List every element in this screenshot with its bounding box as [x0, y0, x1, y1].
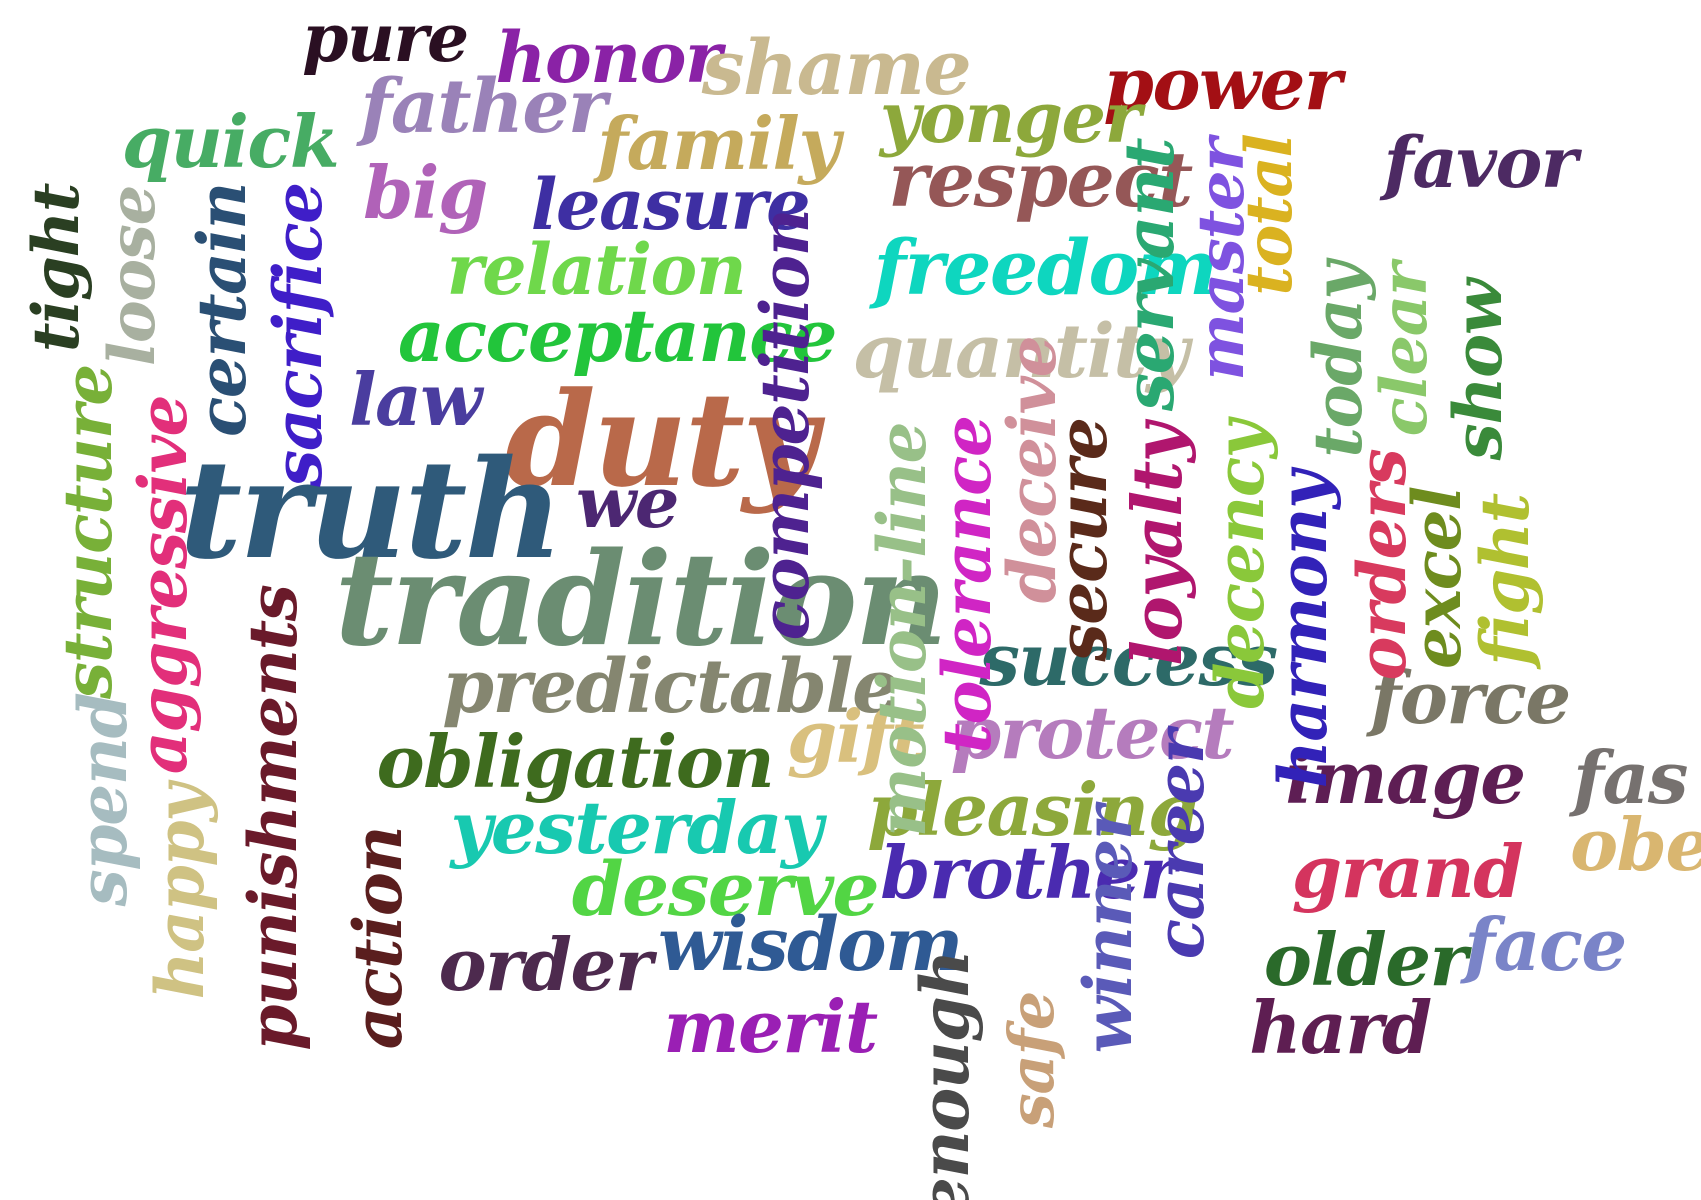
- word-father: father: [360, 64, 607, 150]
- word-structure: structure: [49, 365, 127, 699]
- word-fight: fight: [1466, 494, 1544, 666]
- word-merit: merit: [663, 984, 878, 1069]
- word-relation: relation: [446, 228, 747, 311]
- word-spend: spend: [64, 693, 142, 907]
- word-force: force: [1370, 655, 1571, 740]
- word-law: law: [349, 357, 482, 442]
- word-sacrifice: sacrifice: [259, 183, 337, 487]
- word-image: image: [1285, 735, 1526, 820]
- word-grand: grand: [1291, 829, 1524, 914]
- word-gift: gift: [786, 694, 925, 779]
- word-respect: respect: [888, 135, 1193, 224]
- word-freedom: freedom: [873, 223, 1218, 312]
- word-tradition: tradition: [334, 525, 948, 675]
- word-punishments: punishments: [234, 585, 312, 1051]
- word-success: success: [979, 617, 1278, 702]
- word-obligation: obligation: [376, 719, 775, 804]
- word-obe: obe: [1570, 802, 1701, 887]
- word-order: order: [438, 922, 653, 1007]
- word-face: face: [1464, 902, 1627, 987]
- word-hard: hard: [1249, 985, 1432, 1070]
- word-duty: duty: [504, 363, 818, 516]
- word-brother: brother: [880, 830, 1177, 915]
- word-loose: loose: [95, 185, 170, 367]
- word-pleasing: pleasing: [867, 767, 1198, 852]
- word-servant: servant: [1110, 138, 1190, 412]
- word-harmony: harmony: [1264, 471, 1342, 789]
- word-safe: safe: [995, 991, 1068, 1129]
- word-tight: tight: [19, 183, 94, 353]
- word-total: total: [1232, 134, 1307, 296]
- word-competition: competition: [746, 209, 824, 641]
- word-happy: happy: [141, 784, 219, 1000]
- word-quantity: quantity: [852, 309, 1189, 395]
- word-protect: protect: [950, 690, 1235, 775]
- word-show: show: [1439, 279, 1517, 461]
- word-honor: honor: [495, 16, 721, 99]
- word-enough: enough: [906, 950, 984, 1200]
- word-truth: truth: [179, 430, 563, 590]
- word-career: career: [1141, 730, 1219, 960]
- word-wisdom: wisdom: [658, 902, 963, 988]
- word-deserve: deserve: [571, 847, 880, 933]
- word-action: action: [339, 826, 417, 1050]
- word-excel: excel: [1398, 487, 1476, 669]
- word-predictable: predictable: [442, 644, 899, 730]
- word-clear: clear: [1367, 263, 1442, 437]
- word-tolerance: tolerance: [928, 416, 1006, 754]
- word-older: older: [1263, 917, 1468, 1002]
- word-favor: favor: [1383, 121, 1578, 204]
- word-power: power: [1103, 41, 1342, 126]
- word-yonger: yonger: [879, 76, 1142, 159]
- word-yesterday: yesterday: [450, 785, 823, 870]
- word-winner: winner: [1069, 806, 1147, 1054]
- word-loyalty: loyalty: [1118, 424, 1198, 666]
- word-leasure: leasure: [530, 163, 811, 246]
- word-shame: shame: [701, 23, 972, 112]
- word-pure: pure: [302, 0, 469, 77]
- word-quick: quick: [121, 99, 340, 184]
- word-big: big: [363, 150, 488, 235]
- word-acceptance: acceptance: [398, 293, 837, 378]
- word-we: we: [576, 461, 679, 544]
- word-today: today: [1299, 262, 1377, 458]
- word-motion-line: motion-line: [863, 422, 941, 838]
- word-fas: fas: [1573, 735, 1688, 820]
- word-family: family: [597, 101, 840, 186]
- word-secure: secure: [1043, 418, 1123, 662]
